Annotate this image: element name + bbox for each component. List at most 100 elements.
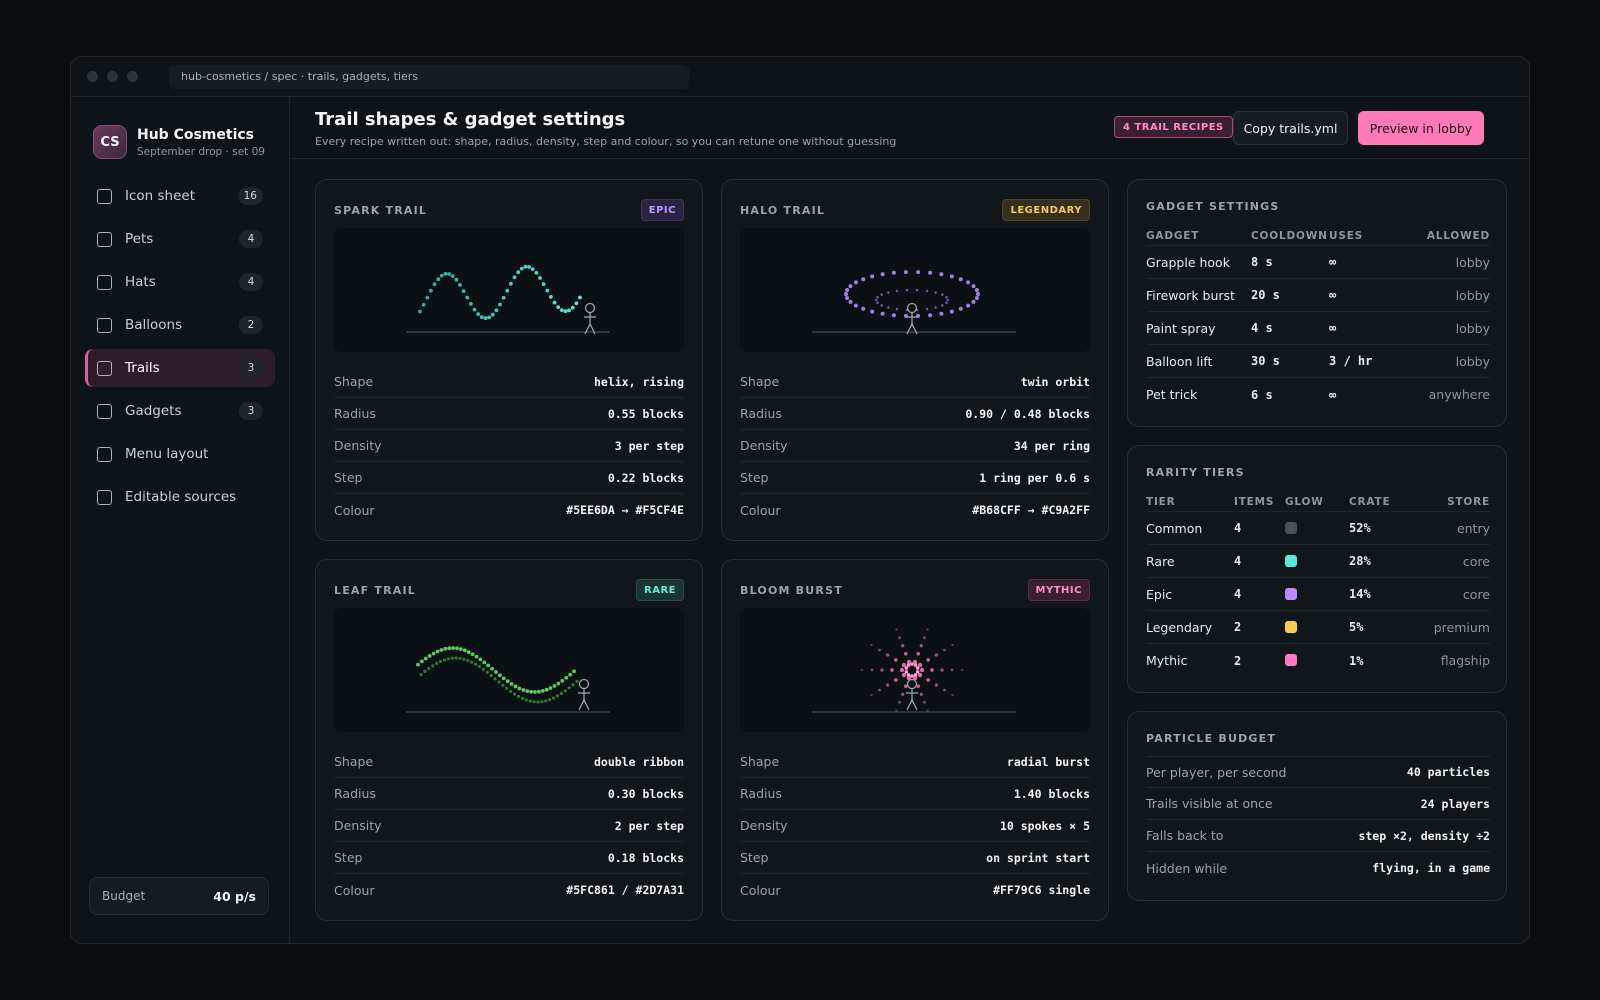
tier-crate: 28%	[1349, 554, 1371, 568]
leaf-ribbon-particle	[466, 658, 470, 662]
checkbox-icon[interactable]	[97, 188, 112, 204]
leaf-ribbon-particle	[536, 700, 540, 704]
checkbox-icon[interactable]	[97, 274, 112, 290]
sidebar-item-pets[interactable]: Pets 4	[85, 220, 275, 258]
property-row: Radius 1.40 blocks	[740, 778, 1090, 810]
leaf-ribbon-particle	[450, 656, 454, 660]
app-window: hub-cosmetics / spec · trails, gadgets, …	[70, 56, 1530, 944]
sidebar-item-label: Editable sources	[125, 489, 237, 505]
spark-particle	[458, 283, 462, 287]
halo-inner-particle	[945, 295, 948, 299]
bloom-particle	[926, 628, 929, 631]
bloom-particle	[926, 709, 929, 712]
leaf-ribbon-particle	[559, 691, 563, 696]
checkbox-icon[interactable]	[97, 231, 112, 247]
halo-inner-particle	[915, 288, 919, 292]
leaf-ribbon-particle	[532, 700, 536, 704]
tier-name: Common	[1146, 520, 1203, 536]
property-value: 34 per ring	[1013, 438, 1090, 453]
window-minimize-dot[interactable]	[107, 71, 118, 82]
halo-inner-particle	[941, 304, 944, 307]
sidebar-item-label: Hats	[125, 274, 156, 290]
bloom-particle	[895, 709, 898, 712]
window-close-dot[interactable]	[87, 71, 98, 82]
spark-particle	[487, 315, 491, 320]
glow-swatch	[1285, 654, 1297, 666]
trail-preview	[334, 228, 684, 352]
gadget-name: Grapple hook	[1146, 254, 1230, 270]
checkbox-icon[interactable]	[97, 446, 112, 462]
halo-outer-particle	[939, 272, 944, 277]
checkbox-icon[interactable]	[97, 360, 112, 376]
sidebar-item-menu-layout[interactable]: Menu layout	[85, 435, 275, 473]
leaf-ribbon-particle	[447, 646, 452, 651]
sidebar-item-icon-sheet[interactable]: Icon sheet 16	[85, 177, 275, 215]
bloom-particle	[951, 643, 954, 647]
halo-outer-particle	[966, 303, 971, 308]
spark-particle	[450, 274, 455, 278]
tier-crate: 5%	[1349, 620, 1364, 634]
column-header: CRATE	[1349, 495, 1391, 508]
table-row: Rare 4 28% core	[1146, 545, 1490, 578]
property-value: 0.30 blocks	[607, 786, 684, 801]
budget-row-label: Trails visible at once	[1146, 796, 1273, 811]
particle-budget-card: PARTICLE BUDGET Per player, per second 40…	[1127, 711, 1507, 901]
leaf-ribbon-particle	[435, 649, 440, 654]
table-row: Epic 4 14% core	[1146, 578, 1490, 611]
leaf-ribbon-particle	[470, 652, 475, 657]
spark-particle	[418, 309, 422, 314]
property-value: 1 ring per 0.6 s	[979, 470, 1090, 485]
bloom-particle	[870, 643, 873, 647]
copy-trails-button[interactable]: Copy trails.yml	[1233, 111, 1348, 145]
gadget-cooldown: 4 s	[1251, 321, 1273, 335]
checkbox-icon[interactable]	[97, 403, 112, 419]
gadget-allowed: lobby	[1455, 254, 1490, 270]
sidebar-item-hats[interactable]: Hats 4	[85, 263, 275, 301]
sidebar-item-label: Pets	[125, 231, 154, 247]
bloom-particle	[934, 653, 938, 657]
sidebar-item-trails[interactable]: Trails 3	[85, 349, 275, 387]
leaf-ribbon-particle	[533, 690, 537, 694]
window-zoom-dot[interactable]	[127, 71, 138, 82]
particle-budget-rows: Per player, per second 40 particles Trail…	[1146, 756, 1490, 884]
leaf-ribbon-particle	[513, 684, 518, 689]
property-label: Radius	[334, 406, 376, 421]
card-title: SPARK TRAIL	[334, 204, 428, 217]
halo-outer-particle	[880, 311, 885, 316]
sidebar-item-label: Gadgets	[125, 403, 182, 419]
preview-in-lobby-button[interactable]: Preview in lobby	[1358, 111, 1484, 145]
leaf-ribbon-particle	[544, 699, 548, 703]
table-row: Legendary 2 5% premium	[1146, 611, 1490, 644]
leaf-ribbon-particle	[455, 646, 459, 651]
column-header: ALLOWED	[1426, 229, 1490, 242]
bloom-particle	[916, 651, 921, 656]
leaf-ribbon-particle	[544, 687, 549, 692]
property-value: double ribbon	[593, 754, 684, 769]
sidebar-item-balloons[interactable]: Balloons 2	[85, 306, 275, 344]
spark-particle	[505, 288, 510, 293]
address-bar[interactable]: hub-cosmetics / spec · trails, gadgets, …	[169, 64, 689, 89]
property-value: 3 per step	[614, 438, 684, 453]
trail-card-spark: SPARK TRAIL EPIC Shape helix, rising Radi…	[315, 179, 703, 541]
table-row: Grapple hook 8 s ∞ lobby	[1146, 246, 1490, 279]
halo-inner-particle	[934, 291, 937, 294]
sidebar-item-gadgets[interactable]: Gadgets 3	[85, 392, 275, 430]
leaf-ribbon-particle	[446, 657, 450, 661]
sidebar-item-editable-sources[interactable]: Editable sources	[85, 478, 275, 516]
leaf-ribbon-particle	[505, 679, 510, 684]
leaf-ribbon-particle	[470, 660, 474, 664]
leaf-ribbon-particle	[513, 692, 517, 696]
bloom-core-particle	[913, 663, 918, 667]
gadget-allowed: lobby	[1455, 320, 1490, 336]
card-title: RARITY TIERS	[1146, 466, 1245, 479]
tier-name: Epic	[1146, 586, 1173, 602]
bloom-particle	[913, 676, 918, 681]
bloom-particle	[950, 668, 954, 672]
halo-inner-particle	[887, 291, 890, 294]
tier-items: 2	[1234, 620, 1242, 634]
checkbox-icon[interactable]	[97, 317, 112, 333]
halo-outer-particle	[880, 272, 885, 277]
budget-value: 40 p/s	[213, 888, 256, 904]
leaf-ribbon-particle	[438, 659, 443, 664]
checkbox-icon[interactable]	[97, 489, 112, 505]
